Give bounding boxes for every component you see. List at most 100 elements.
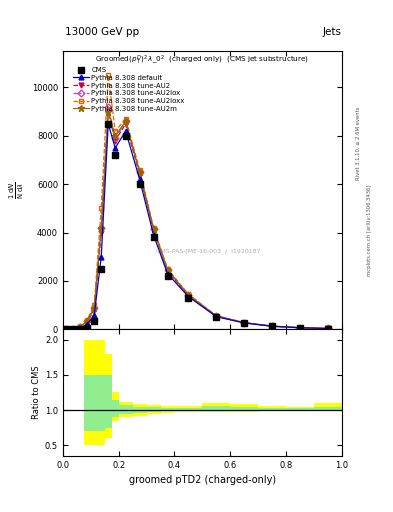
Pythia 8.308 tune-AU2lox xyxy=(242,319,247,326)
Pythia 8.308 tune-AU2m xyxy=(186,292,191,298)
Pythia 8.308 tune-AU2loxx xyxy=(298,325,303,331)
Pythia 8.308 tune-AU2loxx xyxy=(242,319,247,326)
Pythia 8.308 default xyxy=(326,326,331,332)
CMS xyxy=(99,266,104,272)
Pythia 8.308 tune-AU2lox xyxy=(137,169,142,175)
Pythia 8.308 tune-AU2m xyxy=(106,109,110,115)
Pythia 8.308 tune-AU2lox xyxy=(186,292,191,298)
Pythia 8.308 default xyxy=(85,322,90,328)
Pythia 8.308 default xyxy=(137,176,142,182)
Pythia 8.308 tune-AU2lox xyxy=(270,323,275,329)
CMS xyxy=(270,323,275,329)
Pythia 8.308 tune-AU2loxx xyxy=(64,326,69,332)
Pythia 8.308 default xyxy=(92,312,97,318)
Pythia 8.308 default xyxy=(78,325,83,331)
Pythia 8.308 tune-AU2loxx xyxy=(85,316,90,323)
CMS xyxy=(298,325,303,331)
Pythia 8.308 tune-AU2lox xyxy=(71,326,76,332)
Line: Pythia 8.308 tune-AU2lox: Pythia 8.308 tune-AU2lox xyxy=(64,104,331,332)
Pythia 8.308 default xyxy=(71,326,76,332)
CMS xyxy=(64,326,69,332)
Pythia 8.308 tune-AU2loxx xyxy=(165,266,170,272)
Pythia 8.308 tune-AU2lox xyxy=(214,313,219,319)
Line: Pythia 8.308 tune-AU2loxx: Pythia 8.308 tune-AU2loxx xyxy=(64,73,331,332)
Pythia 8.308 tune-AU2m xyxy=(242,319,247,326)
Pythia 8.308 tune-AU2m xyxy=(298,325,303,331)
Line: CMS: CMS xyxy=(64,121,331,332)
Pythia 8.308 default xyxy=(64,326,69,332)
Pythia 8.308 default xyxy=(151,232,156,238)
Pythia 8.308 tune-AU2loxx xyxy=(71,326,76,332)
Line: Pythia 8.308 tune-AU2m: Pythia 8.308 tune-AU2m xyxy=(63,109,331,332)
Pythia 8.308 tune-AU2m xyxy=(92,305,97,311)
Pythia 8.308 tune-AU2loxx xyxy=(123,116,128,122)
Pythia 8.308 tune-AU2 xyxy=(270,323,275,329)
Pythia 8.308 default xyxy=(123,128,128,134)
CMS xyxy=(326,326,331,332)
Pythia 8.308 tune-AU2lox xyxy=(151,226,156,232)
CMS xyxy=(151,234,156,241)
CMS xyxy=(78,326,83,332)
Y-axis label: $\frac{1}{\mathrm{N}}\frac{\mathrm{d}N}{\mathrm{d}\lambda}$: $\frac{1}{\mathrm{N}}\frac{\mathrm{d}N}{… xyxy=(8,181,26,199)
Pythia 8.308 tune-AU2lox xyxy=(85,318,90,324)
CMS xyxy=(165,273,170,279)
Pythia 8.308 default xyxy=(214,314,219,320)
Pythia 8.308 default xyxy=(270,323,275,329)
Pythia 8.308 tune-AU2 xyxy=(242,319,247,326)
Pythia 8.308 tune-AU2 xyxy=(186,292,191,298)
CMS xyxy=(92,318,97,324)
CMS xyxy=(123,133,128,139)
Pythia 8.308 tune-AU2lox xyxy=(123,118,128,124)
Pythia 8.308 tune-AU2loxx xyxy=(99,205,104,211)
Pythia 8.308 tune-AU2lox xyxy=(326,326,331,332)
Legend: CMS, Pythia 8.308 default, Pythia 8.308 tune-AU2, Pythia 8.308 tune-AU2lox, Pyth: CMS, Pythia 8.308 default, Pythia 8.308 … xyxy=(72,66,186,113)
Pythia 8.308 tune-AU2m xyxy=(137,169,142,175)
Pythia 8.308 tune-AU2m xyxy=(99,225,104,231)
Pythia 8.308 tune-AU2 xyxy=(326,326,331,332)
CMS xyxy=(106,121,110,127)
CMS xyxy=(113,152,118,158)
Pythia 8.308 tune-AU2loxx xyxy=(92,302,97,308)
Pythia 8.308 tune-AU2m xyxy=(78,324,83,330)
Pythia 8.308 tune-AU2lox xyxy=(298,325,303,331)
Pythia 8.308 default xyxy=(113,145,118,151)
CMS xyxy=(85,325,90,331)
CMS xyxy=(186,295,191,301)
Pythia 8.308 tune-AU2 xyxy=(123,121,128,127)
Pythia 8.308 tune-AU2 xyxy=(113,138,118,144)
Pythia 8.308 tune-AU2lox xyxy=(99,225,104,231)
Pythia 8.308 tune-AU2 xyxy=(85,319,90,325)
Pythia 8.308 tune-AU2m xyxy=(123,118,128,124)
Pythia 8.308 tune-AU2lox xyxy=(64,326,69,332)
Pythia 8.308 tune-AU2m xyxy=(165,267,170,273)
Pythia 8.308 tune-AU2m xyxy=(214,313,219,319)
CMS xyxy=(71,326,76,332)
Pythia 8.308 tune-AU2m xyxy=(326,326,331,332)
Pythia 8.308 tune-AU2 xyxy=(165,268,170,274)
Pythia 8.308 tune-AU2lox xyxy=(78,324,83,330)
Text: mcplots.cern.ch [arXiv:1306.3436]: mcplots.cern.ch [arXiv:1306.3436] xyxy=(367,185,373,276)
Pythia 8.308 tune-AU2loxx xyxy=(137,166,142,173)
Pythia 8.308 tune-AU2loxx xyxy=(78,323,83,329)
Pythia 8.308 tune-AU2lox xyxy=(92,305,97,311)
Pythia 8.308 default xyxy=(186,293,191,300)
Pythia 8.308 tune-AU2m xyxy=(270,323,275,329)
Text: Jets: Jets xyxy=(322,27,341,37)
Pythia 8.308 tune-AU2m xyxy=(71,326,76,332)
Line: Pythia 8.308 tune-AU2: Pythia 8.308 tune-AU2 xyxy=(64,109,331,332)
Pythia 8.308 tune-AU2 xyxy=(99,229,104,236)
Pythia 8.308 default xyxy=(106,121,110,127)
Pythia 8.308 tune-AU2 xyxy=(151,227,156,233)
Pythia 8.308 tune-AU2loxx xyxy=(151,225,156,231)
Text: Groomed$(p_T^D)^2\,\lambda\_0^2$  (charged only)  (CMS jet substructure): Groomed$(p_T^D)^2\,\lambda\_0^2$ (charge… xyxy=(95,54,309,67)
Pythia 8.308 tune-AU2lox xyxy=(113,135,118,141)
Pythia 8.308 tune-AU2lox xyxy=(106,104,110,110)
Pythia 8.308 tune-AU2 xyxy=(106,109,110,115)
Pythia 8.308 tune-AU2 xyxy=(214,313,219,319)
Text: 13000 GeV pp: 13000 GeV pp xyxy=(65,27,139,37)
Pythia 8.308 default xyxy=(298,325,303,331)
Y-axis label: Ratio to CMS: Ratio to CMS xyxy=(32,366,41,419)
Pythia 8.308 tune-AU2 xyxy=(64,326,69,332)
Pythia 8.308 tune-AU2m xyxy=(64,326,69,332)
CMS xyxy=(214,314,219,321)
